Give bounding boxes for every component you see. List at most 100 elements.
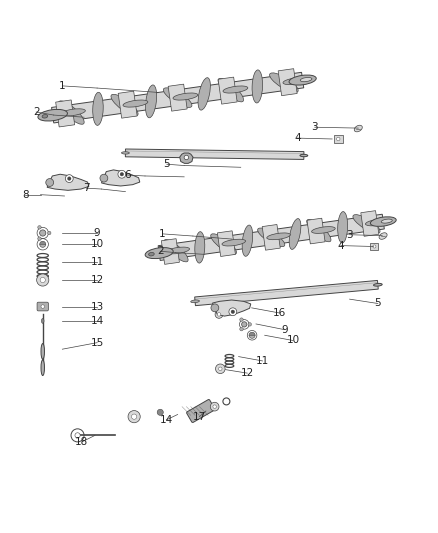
Text: 16: 16 [273, 308, 286, 318]
Polygon shape [307, 218, 325, 244]
Circle shape [128, 410, 140, 423]
Circle shape [75, 433, 80, 438]
Polygon shape [52, 72, 304, 123]
Ellipse shape [289, 75, 316, 85]
Bar [371, 243, 378, 251]
Ellipse shape [60, 109, 85, 116]
Text: 12: 12 [91, 274, 104, 285]
Polygon shape [194, 280, 378, 305]
Text: 4: 4 [294, 133, 300, 143]
Circle shape [118, 171, 126, 178]
Ellipse shape [381, 219, 392, 223]
Ellipse shape [163, 88, 192, 108]
Ellipse shape [371, 217, 396, 227]
Text: 7: 7 [83, 183, 89, 193]
Circle shape [213, 405, 216, 408]
Ellipse shape [289, 219, 301, 249]
Polygon shape [212, 300, 251, 316]
Ellipse shape [93, 92, 103, 125]
Ellipse shape [300, 155, 308, 157]
Polygon shape [102, 170, 140, 186]
Polygon shape [278, 69, 297, 96]
Text: 3: 3 [311, 122, 318, 132]
Ellipse shape [258, 228, 285, 247]
Circle shape [67, 177, 71, 180]
Polygon shape [361, 211, 379, 236]
FancyBboxPatch shape [187, 400, 215, 423]
Circle shape [210, 402, 219, 411]
Wedge shape [40, 244, 46, 247]
Ellipse shape [379, 233, 387, 239]
Ellipse shape [338, 212, 348, 243]
Text: 10: 10 [91, 239, 104, 249]
Text: 9: 9 [94, 228, 100, 238]
Ellipse shape [311, 227, 335, 233]
Wedge shape [249, 335, 255, 338]
Circle shape [215, 310, 223, 318]
Ellipse shape [148, 253, 154, 256]
Ellipse shape [222, 239, 246, 246]
Ellipse shape [164, 240, 188, 262]
Polygon shape [218, 77, 237, 104]
Circle shape [240, 327, 243, 331]
Circle shape [157, 409, 163, 415]
Circle shape [41, 305, 45, 308]
Circle shape [120, 173, 124, 176]
Circle shape [211, 304, 219, 312]
Ellipse shape [252, 70, 263, 103]
Ellipse shape [270, 73, 298, 93]
Text: 1: 1 [159, 229, 166, 239]
Text: 5: 5 [163, 159, 170, 169]
Text: 6: 6 [124, 170, 131, 180]
Text: 3: 3 [346, 230, 353, 240]
Ellipse shape [300, 77, 312, 82]
Text: 17: 17 [193, 411, 206, 422]
Circle shape [37, 274, 49, 286]
Ellipse shape [353, 215, 380, 233]
Ellipse shape [59, 101, 84, 124]
Text: 5: 5 [374, 298, 381, 309]
Ellipse shape [283, 77, 308, 85]
Text: 14: 14 [160, 415, 173, 425]
Circle shape [217, 313, 221, 316]
FancyBboxPatch shape [37, 302, 48, 311]
Ellipse shape [267, 233, 290, 240]
Polygon shape [161, 239, 180, 264]
Text: 18: 18 [75, 437, 88, 447]
Ellipse shape [145, 85, 157, 118]
Text: 15: 15 [91, 338, 104, 348]
Ellipse shape [191, 300, 199, 303]
Circle shape [215, 364, 225, 374]
Ellipse shape [145, 247, 173, 259]
Text: 10: 10 [286, 335, 300, 345]
Circle shape [38, 225, 41, 229]
Ellipse shape [42, 319, 44, 324]
Text: 13: 13 [91, 302, 104, 312]
Wedge shape [40, 241, 46, 244]
Ellipse shape [38, 109, 67, 121]
Circle shape [373, 245, 376, 248]
Text: 2: 2 [157, 246, 163, 256]
Polygon shape [118, 91, 137, 118]
Circle shape [248, 322, 251, 326]
Polygon shape [168, 84, 187, 111]
Circle shape [100, 174, 108, 182]
Text: 11: 11 [256, 356, 269, 366]
Polygon shape [125, 149, 304, 159]
Ellipse shape [374, 284, 382, 286]
Ellipse shape [41, 344, 45, 359]
Ellipse shape [354, 125, 362, 132]
Circle shape [184, 155, 189, 160]
Polygon shape [217, 231, 236, 256]
Ellipse shape [307, 220, 331, 242]
Ellipse shape [211, 234, 237, 254]
Ellipse shape [195, 232, 205, 263]
Text: 1: 1 [59, 81, 66, 91]
Ellipse shape [123, 100, 148, 107]
Polygon shape [56, 100, 74, 127]
Text: 11: 11 [91, 257, 104, 267]
Text: 9: 9 [281, 325, 288, 335]
Circle shape [231, 310, 235, 313]
Wedge shape [249, 332, 255, 335]
Circle shape [131, 414, 137, 419]
